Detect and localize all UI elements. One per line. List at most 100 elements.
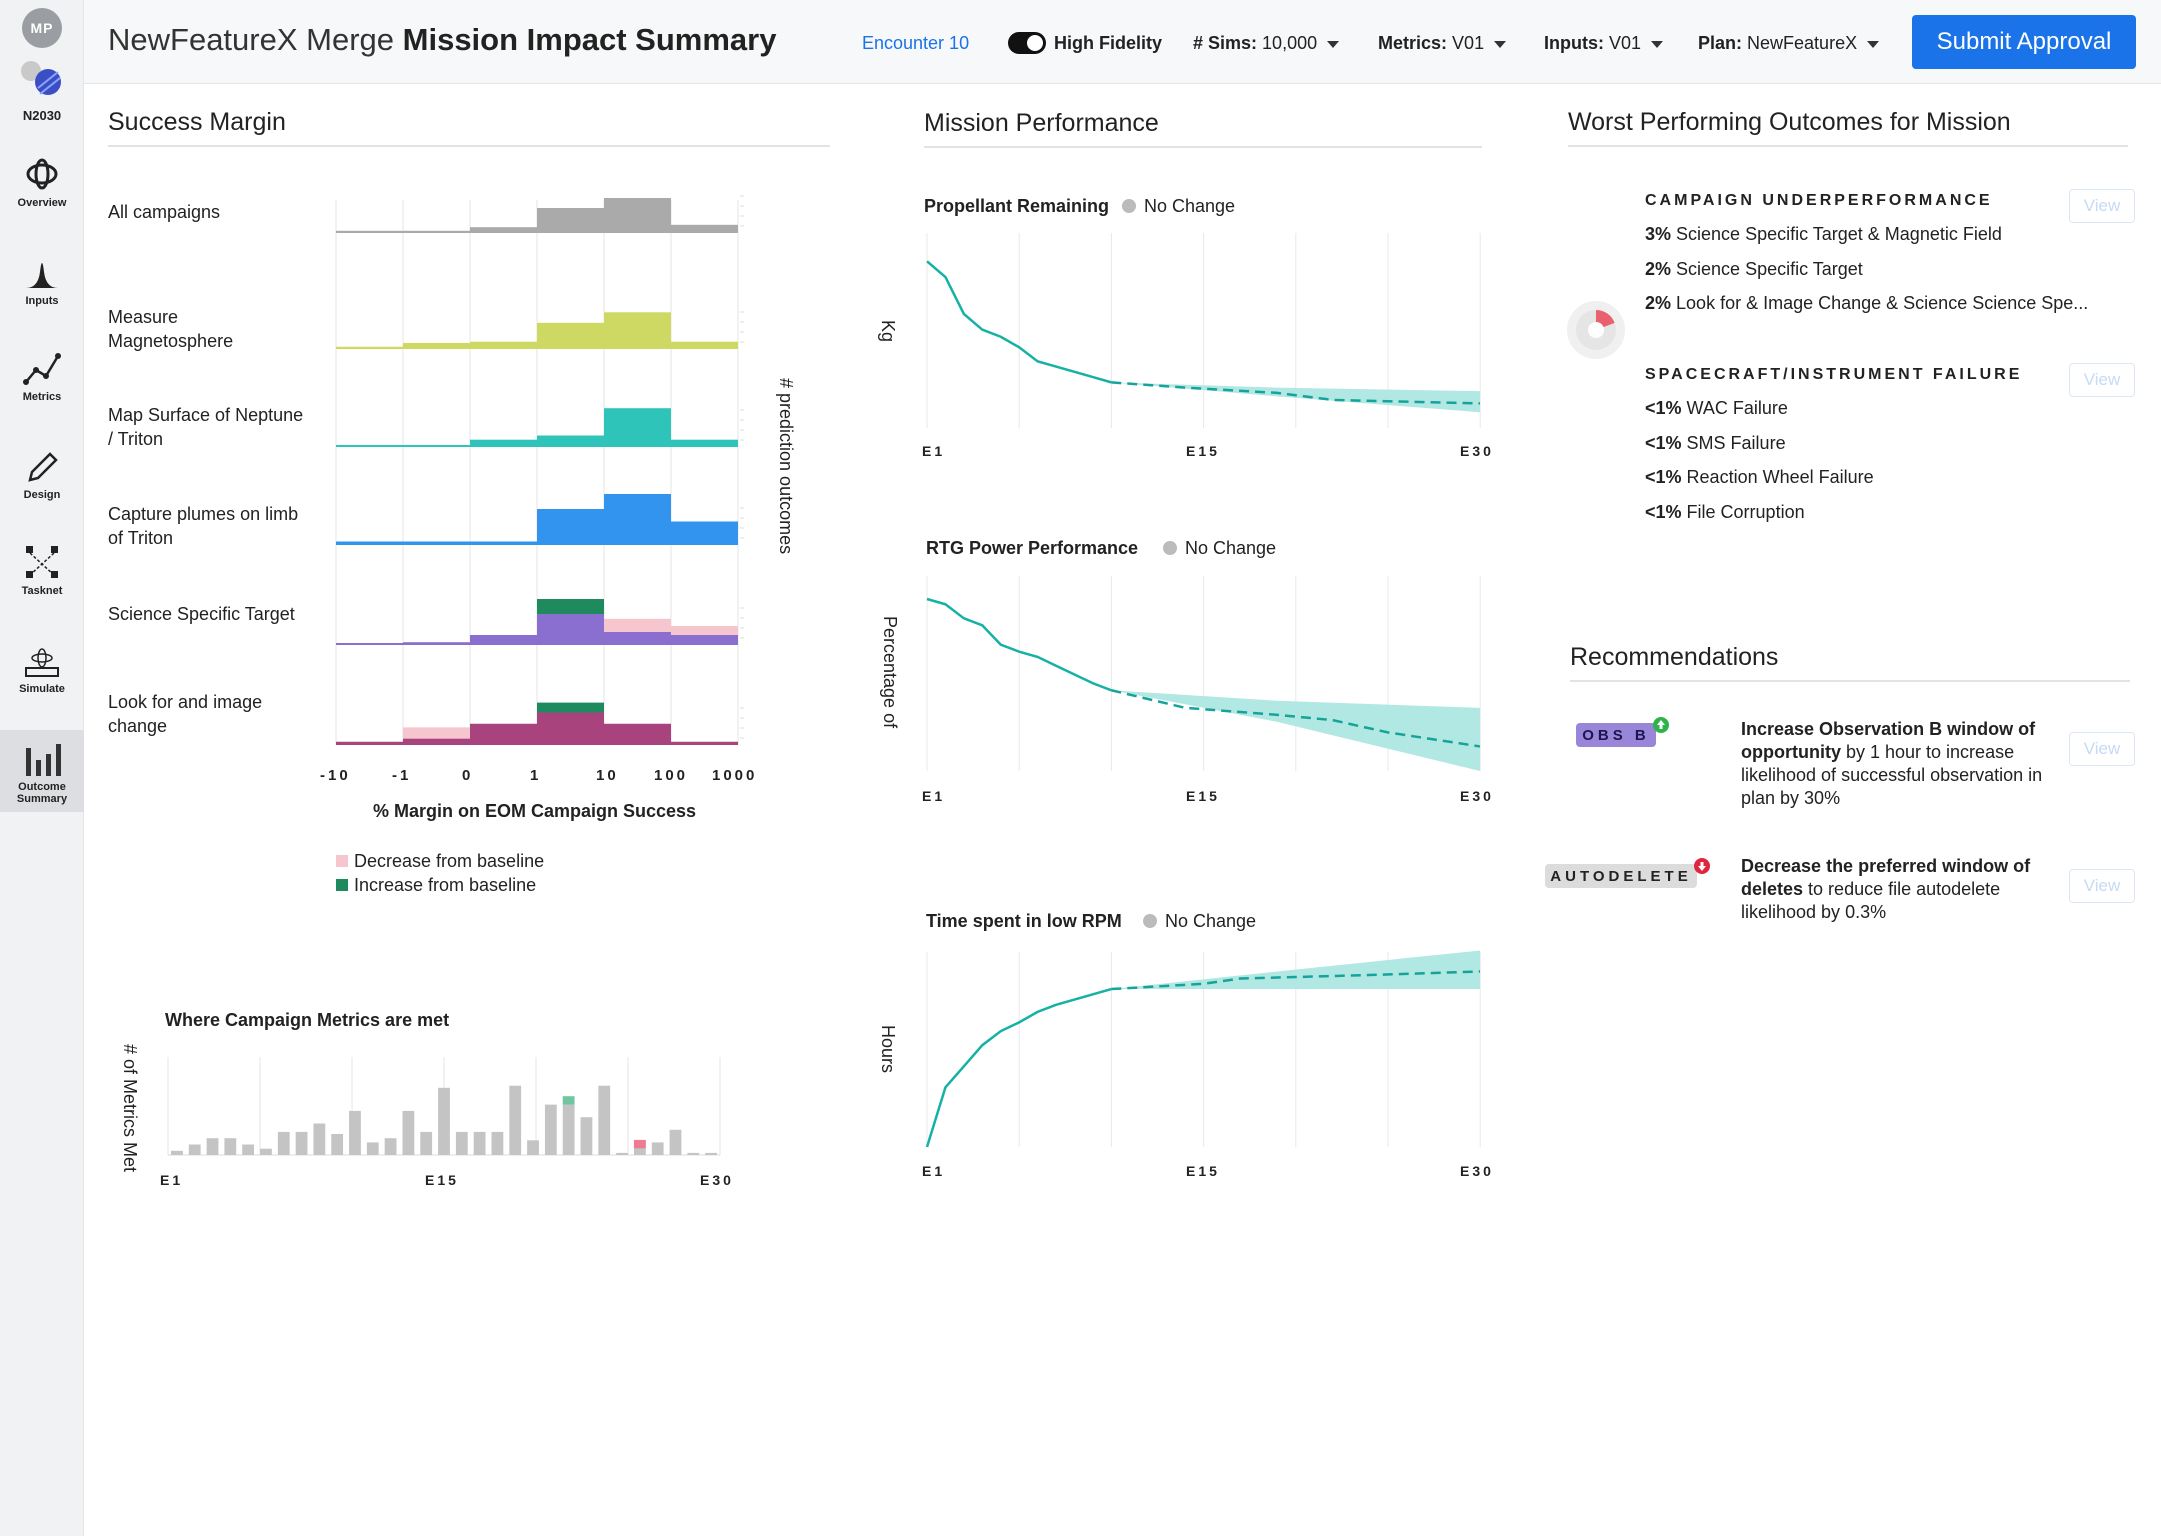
metrics-bar: [580, 1117, 593, 1155]
metrics-bar: [527, 1140, 539, 1155]
inputs-dropdown[interactable]: Inputs: V01: [1544, 33, 1664, 54]
view-button[interactable]: View: [2069, 732, 2135, 766]
sims-dropdown[interactable]: # Sims: 10,000: [1193, 33, 1340, 54]
performance-chart-title: RTG Power Performance: [926, 538, 1139, 558]
fidelity-label: High Fidelity: [1054, 33, 1162, 53]
view-button[interactable]: View: [2069, 869, 2135, 903]
nav-item-label: Outcome Summary: [16, 781, 68, 805]
metrics-bar: [438, 1087, 450, 1155]
line-chart-icon: [23, 353, 61, 385]
outcome-item: <1% Reaction Wheel Failure: [1645, 467, 1874, 488]
plan-dropdown[interactable]: Plan: NewFeatureX: [1698, 33, 1880, 54]
performance-ylabel: Percentage of: [880, 616, 900, 729]
forecast-line: [1111, 970, 1481, 991]
nav-item-label: Tasknet: [21, 585, 63, 597]
success-margin-title: Success Margin: [108, 108, 830, 147]
pencil-icon: [28, 452, 58, 482]
performance-chart: [926, 233, 1481, 428]
campaign-row-label: Measure Magnetosphere: [108, 307, 234, 351]
x-tick-label: 0: [462, 767, 474, 784]
outcome-percent: 2%: [1645, 293, 1672, 313]
outcome-text: WAC Failure: [1686, 398, 1788, 418]
outcome-text: File Corruption: [1686, 501, 1805, 522]
nav-item-metrics[interactable]: Metrics: [0, 340, 84, 422]
network-icon: [26, 546, 58, 578]
decrease-bar: [633, 1139, 646, 1149]
recommendations-title: Recommendations: [1570, 643, 2130, 682]
outcome-percent: 3%: [1645, 224, 1672, 244]
metrics-bar: [331, 1134, 344, 1155]
bar-chart-icon: [26, 744, 61, 776]
chevron-down-icon: [1494, 40, 1507, 48]
increase-bar: [537, 702, 604, 713]
metrics-bar: [384, 1138, 397, 1155]
metrics-bar: [491, 1131, 504, 1155]
metrics-dropdown[interactable]: Metrics: V01: [1378, 33, 1507, 54]
x-tick-label: -10: [320, 767, 351, 784]
metrics-bar: [242, 1144, 255, 1155]
histogram-bar: [671, 635, 738, 644]
campaign-metrics-title: Where Campaign Metrics are met: [165, 1010, 450, 1030]
overview-icon: [26, 158, 58, 190]
decrease-bar: [671, 626, 738, 635]
outcome-item: 2% Science Specific Target: [1645, 259, 1863, 280]
histogram-bar: [604, 723, 671, 744]
campaign-row-label: Capture plumes on limb of Triton: [108, 504, 299, 548]
histogram-bar: [604, 198, 671, 232]
histogram-bar: [336, 541, 403, 544]
encounter-link[interactable]: Encounter 10: [862, 33, 970, 53]
view-button[interactable]: View: [2069, 363, 2135, 397]
nav-item-label: Inputs: [25, 295, 59, 307]
nav-item-inputs[interactable]: Inputs: [0, 244, 84, 326]
x-tick-label: 1: [530, 767, 542, 784]
histogram-bar: [470, 227, 537, 232]
legend-increase-swatch: [336, 879, 348, 891]
histogram-bar: [604, 312, 671, 348]
histogram-bar: [470, 341, 537, 348]
page-title: NewFeatureX Merge Mission Impact Summary: [108, 22, 777, 57]
submit-approval-button[interactable]: Submit Approval: [1912, 15, 2136, 69]
status-badge: No Change: [1122, 196, 1235, 217]
outcome-percent: <1%: [1645, 398, 1682, 418]
nav-item-tasknet[interactable]: Tasknet: [0, 534, 84, 616]
forecast-line: [1111, 689, 1481, 748]
performance-ylabel: Hours: [878, 1025, 898, 1074]
histogram-bar: [403, 738, 470, 744]
histogram-bar: [604, 494, 671, 544]
recommendation-detail: to reduce file autodelete likelihood by …: [1741, 879, 2001, 922]
worst-outcomes-title: Worst Performing Outcomes for Mission: [1568, 108, 2128, 147]
avatar[interactable]: MP: [22, 8, 62, 48]
histogram-bar: [336, 741, 403, 744]
performance-chart: [926, 576, 1481, 771]
histogram-bar: [604, 408, 671, 446]
recommendation-text: Decrease the preferred window of deletes…: [1741, 855, 2061, 924]
histogram-bar: [470, 635, 537, 644]
metrics-bar: [260, 1148, 272, 1155]
x-tick-label: E1: [922, 443, 946, 459]
outcome-item: <1% WAC Failure: [1645, 398, 1788, 419]
recommendation-action: Increase Observation B window of opportu…: [1741, 719, 2036, 762]
sidebar: MP N2030 Overview Inputs Metrics Design Task…: [0, 0, 84, 1536]
nav-item-label: Metrics: [22, 391, 62, 403]
histogram-bar: [403, 642, 470, 644]
view-button[interactable]: View: [2069, 189, 2135, 223]
forecast-band: [1111, 382, 1480, 413]
actual-line: [926, 260, 1112, 384]
x-tick-label: E1: [160, 1172, 184, 1188]
nav-item-simulate[interactable]: Simulate: [0, 632, 84, 714]
x-tick-label: E15: [425, 1172, 459, 1188]
chevron-down-icon: [1651, 40, 1664, 48]
outcome-category: SPACECRAFT/INSTRUMENT FAILURE: [1645, 366, 2023, 383]
recommendation-action: Decrease the preferred window of deletes: [1741, 856, 2031, 899]
x-tick-label: -1: [392, 767, 412, 784]
project-name: N2030: [22, 108, 62, 123]
histogram-bar: [537, 712, 604, 744]
nav-item-design[interactable]: Design: [0, 438, 84, 520]
nav-item-outcome-summary[interactable]: Outcome Summary: [0, 730, 84, 812]
histogram-bar: [671, 224, 738, 232]
performance-chart: [925, 950, 1481, 1148]
fidelity-toggle[interactable]: [1008, 32, 1046, 54]
histogram-bar: [403, 230, 470, 232]
campaign-metrics-chart: [167, 1057, 721, 1156]
nav-item-overview[interactable]: Overview: [0, 146, 84, 228]
